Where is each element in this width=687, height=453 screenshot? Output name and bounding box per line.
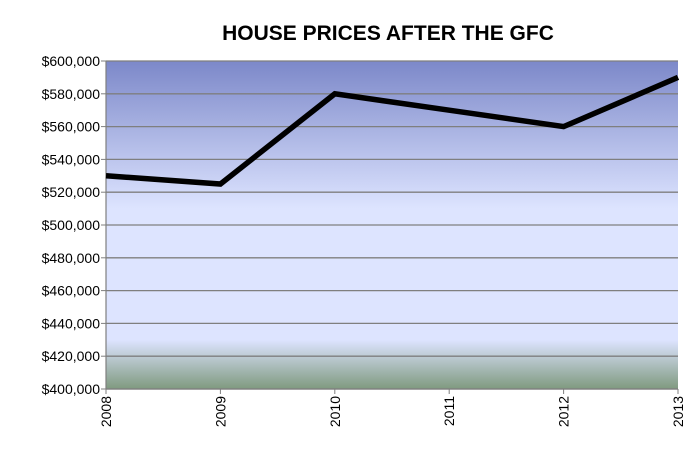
y-axis-ticks: $400,000 $420,000 $440,000 $460,000 $480,000… — [42, 53, 106, 397]
y-tick-label: $540,000 — [42, 151, 101, 167]
series-line — [105, 74, 680, 187]
gridlines — [106, 60, 678, 390]
y-tick-label: $440,000 — [42, 315, 101, 331]
y-tick-label: $580,000 — [42, 86, 101, 102]
y-tick-label: $460,000 — [42, 283, 101, 299]
x-tick-label: 2008 — [98, 396, 114, 427]
series-layer — [105, 74, 680, 187]
x-axis-ticks: 2008 2009 2010 2011 2012 2013 — [98, 389, 686, 427]
y-tick-label: $480,000 — [42, 250, 101, 266]
y-tick-label: $520,000 — [42, 184, 101, 200]
y-tick-label: $600,000 — [42, 53, 101, 69]
y-tick-label: $500,000 — [42, 217, 101, 233]
x-tick-label: 2013 — [670, 396, 686, 427]
x-tick-label: 2012 — [556, 396, 572, 427]
x-tick-label: 2009 — [212, 396, 228, 427]
x-tick-label: 2011 — [441, 396, 457, 426]
y-tick-label: $420,000 — [42, 348, 101, 364]
x-tick-label: 2010 — [327, 396, 343, 427]
chart-title: HOUSE PRICES AFTER THE GFC — [222, 22, 554, 45]
y-tick-label: $560,000 — [42, 119, 101, 135]
y-tick-label: $400,000 — [42, 381, 101, 397]
